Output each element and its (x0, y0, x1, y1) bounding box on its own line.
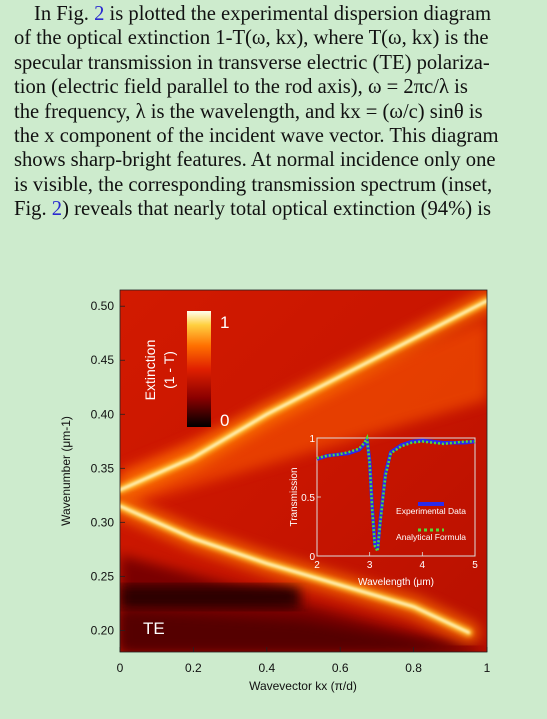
y-tick-label: 0.40 (91, 407, 115, 421)
paragraph-line: In Fig. 2 is plotted the experimental di… (14, 2, 542, 26)
inset-series (316, 433, 476, 556)
dark-stripe (120, 585, 300, 609)
x-tick-label: 0.8 (405, 661, 422, 675)
inset-legend: Experimental Data Analytical Formula (396, 502, 466, 542)
x-tick-label: 0 (117, 661, 124, 675)
inset-x-tick-label: 4 (420, 560, 426, 571)
band-line (120, 504, 470, 634)
polarization-label: TE (143, 619, 165, 638)
line-text: is plotted the experimental dispersion d… (104, 3, 491, 25)
inset-y-tick-label: 1 (309, 434, 315, 445)
colorbar-label-line2: (1 - T) (161, 351, 177, 389)
x-axis-label: Wavevector kx (π/d) (249, 679, 357, 693)
plot-frame (119, 289, 488, 653)
bottom-dark-region (120, 610, 487, 652)
inset-y-axis-label: Transmission (289, 467, 300, 526)
y-tick-label: 0.50 (91, 299, 115, 313)
paragraph-line: Fig. 2) reveals that nearly total optica… (14, 197, 542, 221)
body-paragraph: In Fig. 2 is plotted the experimental di… (14, 2, 542, 222)
band-line (120, 299, 487, 492)
colorbar-max-label: 1 (220, 313, 229, 332)
inset-y-tick-label: 0 (309, 552, 315, 563)
line-text: Fig. (14, 198, 52, 221)
dispersion-bands (120, 290, 487, 644)
heatmap-plot (120, 290, 487, 652)
x-tick-label: 0.2 (185, 661, 202, 675)
inset-y-tick-label: 0.5 (301, 493, 315, 504)
line-text: ) reveals that nearly total optical exti… (62, 198, 491, 221)
analytical-formula-line (316, 433, 475, 556)
y-tick-label: 0.25 (91, 569, 115, 583)
colorbar (187, 311, 211, 427)
x-tick-label: 1 (484, 661, 491, 675)
y-ticks: 0.20 0.25 0.30 0.35 0.40 0.45 0.50 (91, 299, 125, 637)
paragraph-line: tion (electric field parallel to the rod… (14, 76, 468, 99)
paragraph-line: specular transmission in transverse elec… (14, 51, 490, 74)
inset-plot: 2 3 4 5 0 0.5 1 Wavelength (μm) Transmission E… (289, 433, 478, 588)
x-tick-label: 0.6 (332, 661, 349, 675)
paragraph-line: the x component of the incident wave vec… (14, 125, 499, 148)
figure-2: 0 0.2 0.4 0.6 0.8 1 0.20 0.25 0.30 0.35 0.40 0.45 0… (0, 280, 547, 714)
y-tick-label: 0.20 (91, 623, 115, 637)
figure-svg: 0 0.2 0.4 0.6 0.8 1 0.200.250.300.350.400.450… (59, 289, 491, 693)
inset-x-tick-label: 3 (367, 560, 373, 571)
paragraph-line: of the optical extinction 1-T(ω, kx), wh… (14, 27, 489, 50)
legend-label: Experimental Data (396, 506, 466, 516)
legend-label: Analytical Formula (396, 532, 466, 542)
y-tick-label: 0.45 (91, 353, 115, 367)
y-axis-label: Wavenumber (μm-1) (59, 416, 73, 526)
figure-reference-link[interactable]: 2 (51, 198, 63, 221)
paragraph-line: shows sharp-bright features. At normal i… (14, 149, 496, 172)
colorbar-min-label: 0 (220, 411, 229, 430)
x-tick-label: 0.4 (258, 661, 275, 675)
inset-x-tick-label: 5 (472, 560, 478, 571)
inset-x-tick-label: 2 (314, 560, 320, 571)
colorbar-label-line1: Extinction (142, 340, 158, 401)
inset-ticks: 2 3 4 5 0 0.5 1 (301, 434, 478, 571)
x-ticks: 0 0.2 0.4 0.6 0.8 1 (117, 647, 491, 675)
paragraph-line: is visible, the corresponding transmissi… (14, 173, 493, 196)
inset-x-axis-label: Wavelength (μm) (358, 577, 434, 588)
line-text: In Fig. (34, 3, 95, 25)
y-tick-label: 0.35 (91, 461, 115, 475)
paragraph-line: the frequency, λ is the wavelength, and … (14, 100, 483, 123)
y-tick-label: 0.30 (91, 515, 115, 529)
figure-reference-link[interactable]: 2 (94, 3, 105, 25)
